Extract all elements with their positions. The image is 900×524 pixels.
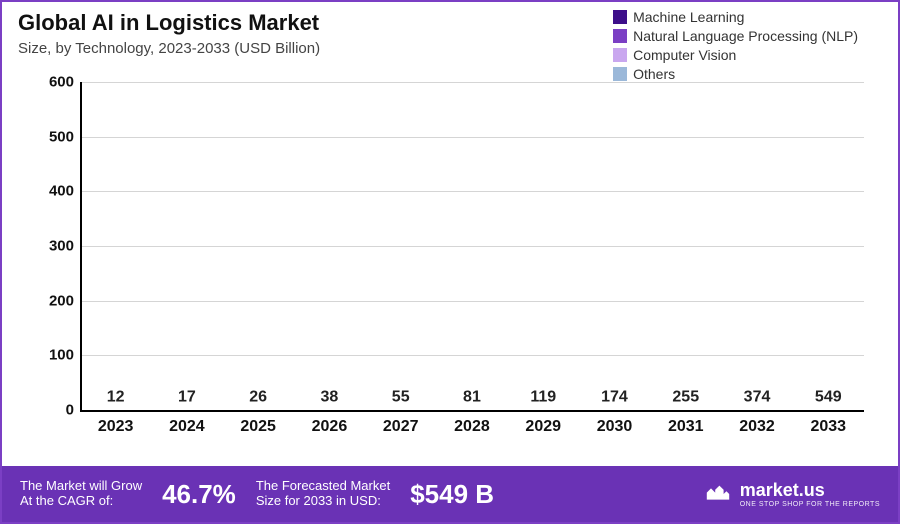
gridline <box>80 191 864 192</box>
xtick-label: 2023 <box>98 418 134 436</box>
legend: Machine LearningNatural Language Process… <box>613 8 858 84</box>
legend-label: Natural Language Processing (NLP) <box>633 27 858 46</box>
xtick-label: 2031 <box>668 418 704 436</box>
legend-label: Others <box>633 65 675 84</box>
gridline <box>80 246 864 247</box>
bar-total-label: 12 <box>107 388 125 406</box>
xtick-label: 2030 <box>597 418 633 436</box>
brand: market.us ONE STOP SHOP FOR THE REPORTS <box>704 480 880 508</box>
footer-text-forecast: The Forecasted Market Size for 2033 in U… <box>256 479 390 509</box>
bar-total-label: 374 <box>744 388 771 406</box>
xtick-label: 2033 <box>810 418 846 436</box>
bar-total-label: 26 <box>249 388 267 406</box>
footer-text-cagr: The Market will Grow At the CAGR of: <box>20 479 142 509</box>
footer-cagr-value: 46.7% <box>162 479 236 510</box>
bar-total-label: 255 <box>672 388 699 406</box>
chart-subtitle: Size, by Technology, 2023-2033 (USD Bill… <box>18 40 320 57</box>
footer-line: Size for 2033 in USD: <box>256 493 381 508</box>
legend-swatch <box>613 67 627 81</box>
bar-total-label: 174 <box>601 388 628 406</box>
ytick-label: 300 <box>30 238 74 255</box>
gridline <box>80 137 864 138</box>
brand-name: market.us <box>740 480 825 500</box>
chart-title: Global AI in Logistics Market <box>18 10 320 36</box>
ytick-label: 600 <box>30 74 74 91</box>
brand-logo-icon <box>704 480 732 508</box>
footer-banner: The Market will Grow At the CAGR of: 46.… <box>2 466 898 522</box>
xtick-label: 2029 <box>525 418 561 436</box>
xtick-label: 2028 <box>454 418 490 436</box>
gridline <box>80 82 864 83</box>
gridline <box>80 410 864 412</box>
bar-total-label: 81 <box>463 388 481 406</box>
xtick-label: 2032 <box>739 418 775 436</box>
bar-total-label: 549 <box>815 388 842 406</box>
plot-area: 1220231720242620253820265520278120281192… <box>80 82 864 410</box>
legend-swatch <box>613 10 627 24</box>
bar-total-label: 38 <box>321 388 339 406</box>
xtick-label: 2027 <box>383 418 419 436</box>
ytick-label: 0 <box>30 402 74 419</box>
bar-total-label: 55 <box>392 388 410 406</box>
gridline <box>80 355 864 356</box>
legend-label: Computer Vision <box>633 46 736 65</box>
ytick-label: 100 <box>30 347 74 364</box>
legend-item: Others <box>613 65 858 84</box>
brand-tagline: ONE STOP SHOP FOR THE REPORTS <box>740 501 880 508</box>
ytick-label: 200 <box>30 292 74 309</box>
ytick-label: 500 <box>30 128 74 145</box>
legend-swatch <box>613 29 627 43</box>
footer-line: The Market will Grow <box>20 478 142 493</box>
legend-item: Natural Language Processing (NLP) <box>613 27 858 46</box>
gridline <box>80 301 864 302</box>
xtick-label: 2026 <box>312 418 348 436</box>
legend-label: Machine Learning <box>633 8 744 27</box>
chart-area: 12 2023 17 2024 26 2025 38 2026 55 2027 81 2028 119 2… <box>26 82 874 446</box>
footer-line: At the CAGR of: <box>20 493 113 508</box>
footer-line: The Forecasted Market <box>256 478 390 493</box>
legend-swatch <box>613 48 627 62</box>
legend-item: Computer Vision <box>613 46 858 65</box>
xtick-label: 2025 <box>240 418 276 436</box>
ytick-label: 400 <box>30 183 74 200</box>
bar-total-label: 17 <box>178 388 196 406</box>
bar-total-label: 119 <box>530 388 556 406</box>
y-axis <box>80 82 82 410</box>
footer-forecast-value: $549 B <box>410 479 494 510</box>
legend-item: Machine Learning <box>613 8 858 27</box>
xtick-label: 2024 <box>169 418 205 436</box>
